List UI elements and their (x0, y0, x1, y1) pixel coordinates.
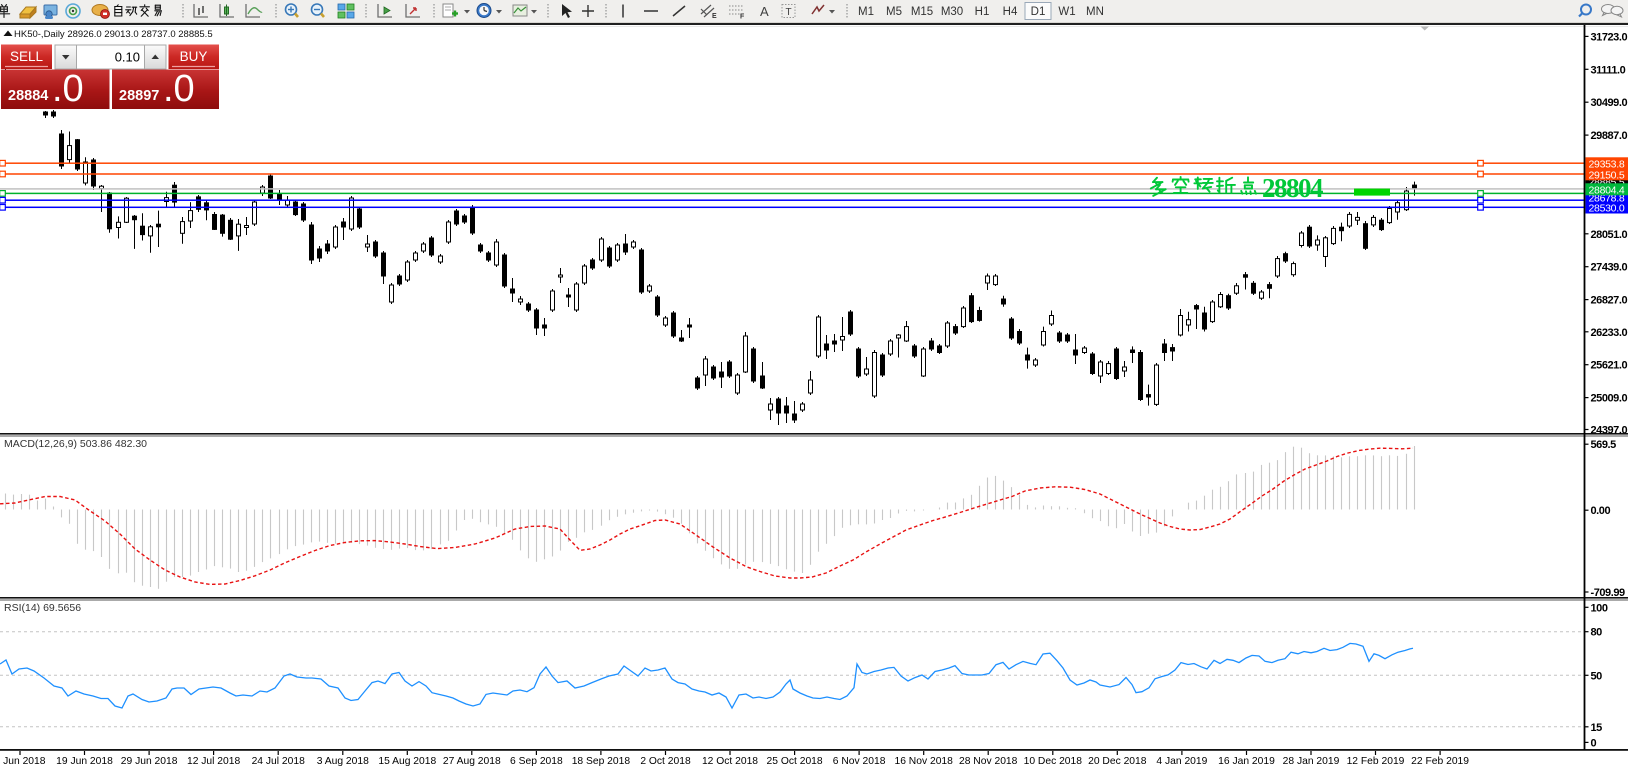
svg-text:29150.5: 29150.5 (1589, 169, 1625, 181)
svg-text:D1: D1 (1031, 6, 1046, 18)
svg-text:E: E (712, 13, 717, 20)
svg-text:MN: MN (1086, 6, 1104, 18)
svg-text:5 Jun 2018: 5 Jun 2018 (0, 756, 46, 767)
svg-text:18 Sep 2018: 18 Sep 2018 (572, 756, 631, 767)
svg-text:M30: M30 (941, 6, 963, 18)
svg-text:T: T (786, 7, 792, 18)
svg-text:A: A (760, 4, 769, 19)
svg-text:19 Jun 2018: 19 Jun 2018 (56, 756, 113, 767)
svg-text:20 Dec 2018: 20 Dec 2018 (1088, 756, 1147, 767)
svg-text:25 Oct 2018: 25 Oct 2018 (767, 756, 823, 767)
svg-text:80: 80 (1591, 627, 1603, 639)
svg-text:15: 15 (1591, 722, 1603, 734)
svg-text:H4: H4 (1003, 6, 1018, 18)
svg-text:24397.0: 24397.0 (1591, 425, 1628, 437)
svg-text:100: 100 (1591, 602, 1608, 614)
svg-text:24 Jul 2018: 24 Jul 2018 (252, 756, 306, 767)
svg-text:12 Feb 2019: 12 Feb 2019 (1347, 756, 1405, 767)
svg-text:.0: .0 (52, 68, 84, 110)
svg-text:12 Jul 2018: 12 Jul 2018 (187, 756, 241, 767)
svg-text:3 Aug 2018: 3 Aug 2018 (317, 756, 369, 767)
svg-text:M15: M15 (911, 6, 933, 18)
svg-text:-709.99: -709.99 (1591, 587, 1625, 599)
svg-text:MACD(12,26,9) 503.86 482.30: MACD(12,26,9) 503.86 482.30 (4, 438, 147, 450)
svg-text:H1: H1 (975, 6, 990, 18)
svg-text:6 Sep 2018: 6 Sep 2018 (510, 756, 563, 767)
svg-text:28897: 28897 (119, 88, 159, 104)
svg-text:12 Oct 2018: 12 Oct 2018 (702, 756, 758, 767)
svg-text:30499.0: 30499.0 (1591, 97, 1628, 109)
svg-text:2 Oct 2018: 2 Oct 2018 (640, 756, 691, 767)
svg-text:0.00: 0.00 (1591, 505, 1611, 517)
svg-text:28 Nov 2018: 28 Nov 2018 (959, 756, 1018, 767)
svg-text:16 Nov 2018: 16 Nov 2018 (894, 756, 953, 767)
svg-text:31723.0: 31723.0 (1591, 31, 1628, 43)
svg-text:RSI(14) 69.5656: RSI(14) 69.5656 (4, 602, 81, 614)
svg-text:27439.0: 27439.0 (1591, 262, 1628, 274)
svg-text:28804.4: 28804.4 (1589, 184, 1625, 196)
svg-text:50: 50 (1591, 670, 1603, 682)
svg-text:26233.0: 26233.0 (1591, 327, 1628, 339)
svg-text:28 Jan 2019: 28 Jan 2019 (1283, 756, 1340, 767)
svg-text:4 Jan 2019: 4 Jan 2019 (1156, 756, 1207, 767)
svg-text:10 Dec 2018: 10 Dec 2018 (1024, 756, 1083, 767)
svg-text:25621.0: 25621.0 (1591, 360, 1628, 372)
svg-text:6 Nov 2018: 6 Nov 2018 (833, 756, 886, 767)
svg-text:HK50-,Daily 28926.0 29013.0 2: HK50-,Daily 28926.0 29013.0 28737.0 2888… (14, 29, 213, 40)
svg-text:26827.0: 26827.0 (1591, 295, 1628, 307)
svg-text:28051.0: 28051.0 (1591, 229, 1628, 241)
svg-text:28530.0: 28530.0 (1589, 203, 1625, 215)
svg-text:BUY: BUY (180, 49, 208, 64)
svg-text:31111.0: 31111.0 (1591, 64, 1626, 76)
svg-text:28804: 28804 (1262, 173, 1323, 203)
svg-text:.0: .0 (163, 68, 195, 110)
svg-text:569.5: 569.5 (1591, 439, 1617, 451)
svg-text:29 Jun 2018: 29 Jun 2018 (121, 756, 178, 767)
svg-text:16 Jan 2019: 16 Jan 2019 (1218, 756, 1275, 767)
svg-text:28884: 28884 (8, 88, 48, 104)
svg-text:SELL: SELL (10, 49, 44, 64)
svg-text:25009.0: 25009.0 (1591, 393, 1628, 405)
svg-text:15 Aug 2018: 15 Aug 2018 (378, 756, 436, 767)
svg-text:M5: M5 (886, 6, 902, 18)
svg-text:M1: M1 (858, 6, 874, 18)
svg-text:F: F (740, 14, 745, 21)
svg-text:0: 0 (1591, 737, 1597, 749)
svg-text:27 Aug 2018: 27 Aug 2018 (443, 756, 501, 767)
svg-text:22 Feb 2019: 22 Feb 2019 (1411, 756, 1469, 767)
svg-text:W1: W1 (1058, 6, 1075, 18)
svg-text:29887.0: 29887.0 (1591, 130, 1628, 142)
svg-text:0.10: 0.10 (115, 50, 140, 65)
